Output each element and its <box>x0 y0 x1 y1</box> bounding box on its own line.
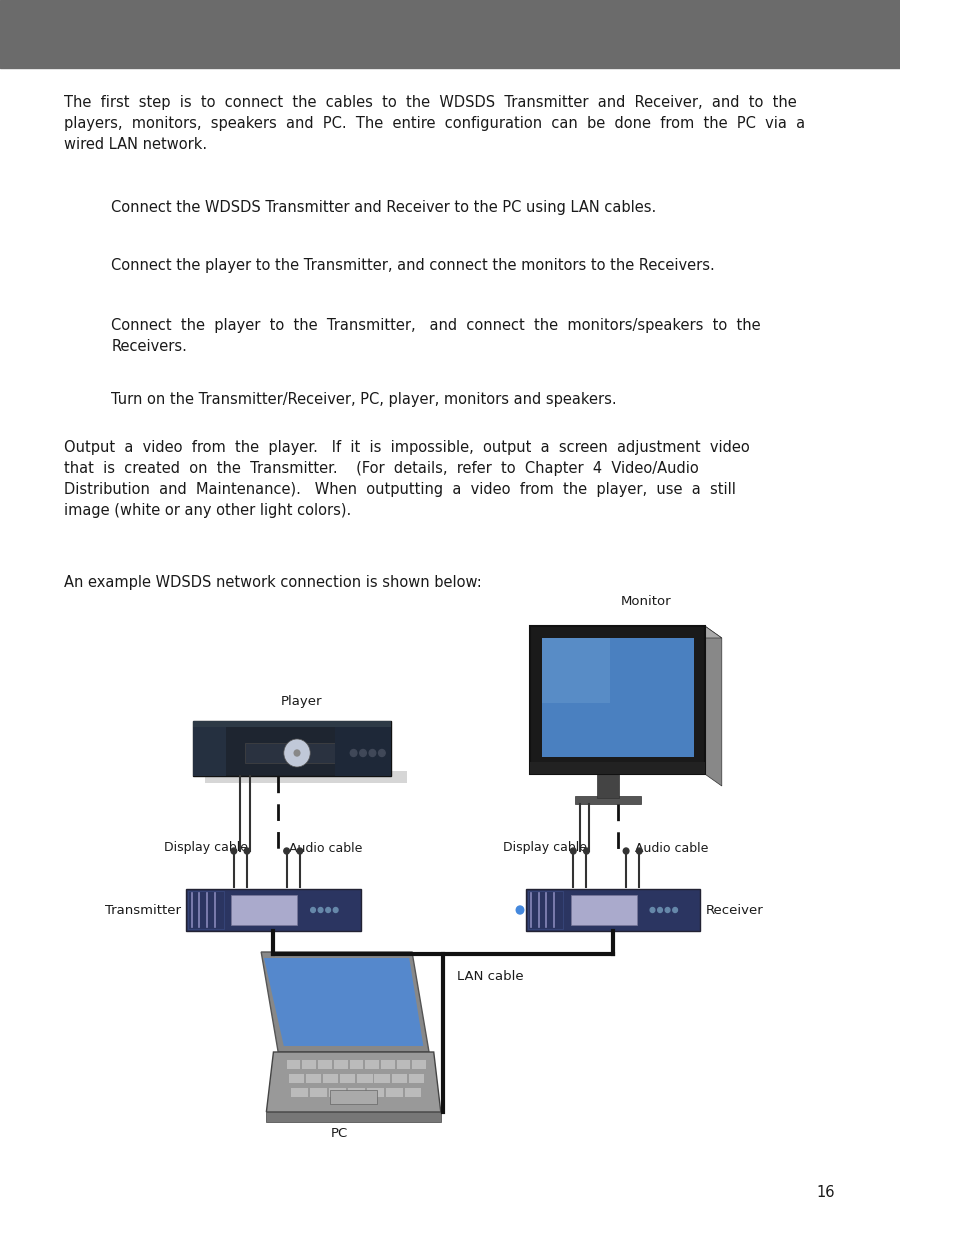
Polygon shape <box>704 626 721 785</box>
Bar <box>291 1088 308 1097</box>
Bar <box>530 626 704 774</box>
Circle shape <box>350 750 356 757</box>
Bar <box>193 720 391 776</box>
Text: Audio cable: Audio cable <box>289 841 361 855</box>
Circle shape <box>657 908 661 913</box>
Bar <box>188 890 224 929</box>
Bar <box>348 1088 364 1097</box>
Bar <box>306 1074 321 1083</box>
Circle shape <box>378 750 385 757</box>
Bar <box>396 1060 410 1070</box>
Circle shape <box>318 908 323 913</box>
Circle shape <box>325 908 330 913</box>
Bar <box>541 638 693 757</box>
Text: Audio cable: Audio cable <box>634 841 707 855</box>
Circle shape <box>244 848 250 853</box>
Bar <box>404 1088 421 1097</box>
Bar <box>525 889 700 931</box>
Circle shape <box>283 848 289 853</box>
Bar <box>385 1088 402 1097</box>
Text: Output  a  video  from  the  player.   If  it  is  impossible,  output  a  scree: Output a video from the player. If it is… <box>64 440 749 517</box>
Bar <box>310 1088 327 1097</box>
Circle shape <box>516 906 523 914</box>
Bar <box>408 1074 423 1083</box>
Bar <box>286 1060 300 1070</box>
Bar <box>365 1060 378 1070</box>
Circle shape <box>583 848 589 853</box>
Bar <box>193 726 226 776</box>
Bar <box>186 889 360 931</box>
Polygon shape <box>266 1052 440 1112</box>
Bar <box>317 1060 332 1070</box>
Circle shape <box>333 908 337 913</box>
Text: Turn on the Transmitter/Receiver, PC, player, monitors and speakers.: Turn on the Transmitter/Receiver, PC, pl… <box>112 391 617 408</box>
Text: Transmitter: Transmitter <box>105 904 180 916</box>
Text: Connect the player to the Transmitter, and connect the monitors to the Receivers: Connect the player to the Transmitter, a… <box>112 258 714 273</box>
Bar <box>289 1074 304 1083</box>
Bar <box>541 638 609 704</box>
Bar <box>245 743 339 763</box>
Circle shape <box>359 750 366 757</box>
Circle shape <box>636 848 641 853</box>
Circle shape <box>649 908 654 913</box>
Bar <box>330 1091 376 1104</box>
Text: Connect the WDSDS Transmitter and Receiver to the PC using LAN cables.: Connect the WDSDS Transmitter and Receiv… <box>112 200 656 215</box>
Bar <box>357 1074 373 1083</box>
Text: Display cable: Display cable <box>502 841 586 855</box>
Text: An example WDSDS network connection is shown below:: An example WDSDS network connection is s… <box>64 576 481 590</box>
Bar <box>597 774 618 798</box>
Text: Player: Player <box>281 695 322 709</box>
Text: The  first  step  is  to  connect  the  cables  to  the  WDSDS  Transmitter  and: The first step is to connect the cables … <box>64 95 804 152</box>
Bar <box>334 1060 347 1070</box>
Polygon shape <box>530 626 721 638</box>
Circle shape <box>296 848 302 853</box>
Bar <box>391 1074 406 1083</box>
Circle shape <box>294 750 299 756</box>
Circle shape <box>570 848 576 853</box>
Text: Display cable: Display cable <box>163 841 247 855</box>
Text: Monitor: Monitor <box>619 595 671 608</box>
Circle shape <box>672 908 677 913</box>
Text: 16: 16 <box>816 1186 835 1200</box>
Polygon shape <box>261 952 429 1052</box>
Bar <box>375 1074 389 1083</box>
Bar <box>412 1060 426 1070</box>
Bar <box>527 890 563 929</box>
Circle shape <box>283 739 310 767</box>
Circle shape <box>369 750 375 757</box>
Text: Receiver: Receiver <box>705 904 762 916</box>
Bar <box>575 797 640 804</box>
Circle shape <box>622 848 628 853</box>
Bar <box>380 1060 395 1070</box>
Bar <box>323 1074 338 1083</box>
Bar <box>335 726 391 776</box>
Bar <box>530 762 704 774</box>
Bar <box>366 1088 383 1097</box>
Bar <box>570 895 637 925</box>
Text: Connect  the  player  to  the  Transmitter,   and  connect  the  monitors/speake: Connect the player to the Transmitter, a… <box>112 317 760 354</box>
Polygon shape <box>264 958 423 1046</box>
Bar <box>232 895 297 925</box>
Bar <box>0 0 899 68</box>
Text: LAN cable: LAN cable <box>456 969 523 983</box>
Bar <box>266 1112 440 1123</box>
Circle shape <box>311 908 315 913</box>
Circle shape <box>231 848 236 853</box>
Bar <box>204 771 407 783</box>
Circle shape <box>664 908 669 913</box>
Text: PC: PC <box>331 1128 348 1140</box>
Bar <box>302 1060 315 1070</box>
Bar <box>329 1088 346 1097</box>
Bar <box>349 1060 363 1070</box>
Bar <box>193 720 391 726</box>
Bar <box>340 1074 355 1083</box>
